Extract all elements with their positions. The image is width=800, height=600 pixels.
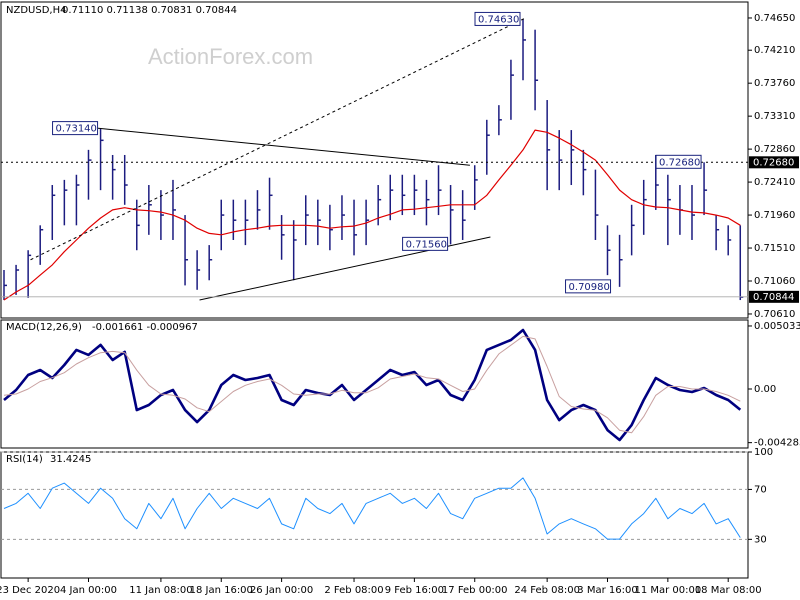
y-tick-label: 0.73310 <box>754 111 795 122</box>
level-label: 0.72680 <box>753 157 794 168</box>
y-tick-label: 0.73760 <box>754 78 795 89</box>
trend-line <box>94 127 470 166</box>
y-tick-label: 30 <box>754 534 767 545</box>
annotation-label: 0.72680 <box>659 157 700 168</box>
macd-pane <box>0 319 749 449</box>
annotation-label: 0.74630 <box>478 14 519 25</box>
y-tick-label: 0.70610 <box>754 309 795 320</box>
y-tick-label: 0.00 <box>754 384 776 395</box>
y-tick-label: 0.74210 <box>754 45 795 56</box>
macd-title: MACD(12,26,9) <box>6 322 82 333</box>
rsi-title: RSI(14) <box>6 454 43 465</box>
y-tick-label: 0.71960 <box>754 210 795 221</box>
level-label-box <box>749 156 799 169</box>
x-tick-label: 23 Dec 2020 <box>0 585 60 596</box>
macd-values: -0.001661 -0.000967 <box>92 322 198 333</box>
trend-line <box>30 17 526 261</box>
y-tick-label: 70 <box>754 484 767 495</box>
price-pane <box>0 1 749 319</box>
x-tick-label: 3 Mar 16:00 <box>577 585 637 596</box>
symbol-title: NZDUSD,H4 <box>6 5 66 16</box>
indicator-line <box>3 129 741 301</box>
x-tick-label: 9 Feb 16:00 <box>385 585 444 596</box>
annotation-label: 0.73140 <box>56 124 97 135</box>
x-tick-label: 17 Feb 00:00 <box>442 585 508 596</box>
annotation-box <box>52 121 99 136</box>
annotation-box <box>655 154 702 169</box>
watermark: ActionForex.com <box>148 44 313 69</box>
last-price-label: 0.70844 <box>753 292 794 303</box>
x-tick-label: 11 Jan 08:00 <box>129 585 192 596</box>
x-tick-label: 18 Mar 08:00 <box>695 585 762 596</box>
y-tick-label: 0.72410 <box>754 177 795 188</box>
x-tick-label: 11 Mar 00:00 <box>634 585 701 596</box>
annotation-box <box>565 279 612 294</box>
y-tick-label: 0.005033 <box>754 321 800 332</box>
y-tick-label: 0.72860 <box>754 144 795 155</box>
indicator-line <box>3 328 742 442</box>
indicator-line <box>3 477 741 540</box>
y-tick-label: 100 <box>754 447 773 458</box>
x-tick-label: 2 Feb 08:00 <box>324 585 383 596</box>
y-tick-label: 0.74650 <box>754 13 795 24</box>
annotation-label: 0.70980 <box>569 282 610 293</box>
y-tick-label: 0.71510 <box>754 243 795 254</box>
rsi-value: 31.4245 <box>50 454 91 465</box>
annotation-box <box>474 11 521 26</box>
x-tick-label: 4 Jan 00:00 <box>60 585 117 596</box>
annotation-label: 0.71560 <box>406 239 447 250</box>
y-tick-label: -0.004283 <box>754 438 800 449</box>
indicator-line <box>3 335 741 434</box>
annotation-box <box>402 236 449 251</box>
last-price-box <box>749 290 799 303</box>
x-tick-label: 26 Jan 00:00 <box>250 585 313 596</box>
x-tick-label: 24 Feb 08:00 <box>514 585 580 596</box>
ohlc-values: 0.71110 0.71138 0.70831 0.70844 <box>62 5 237 16</box>
x-tick-label: 18 Jan 16:00 <box>190 585 253 596</box>
y-tick-label: 0.71060 <box>754 276 795 287</box>
